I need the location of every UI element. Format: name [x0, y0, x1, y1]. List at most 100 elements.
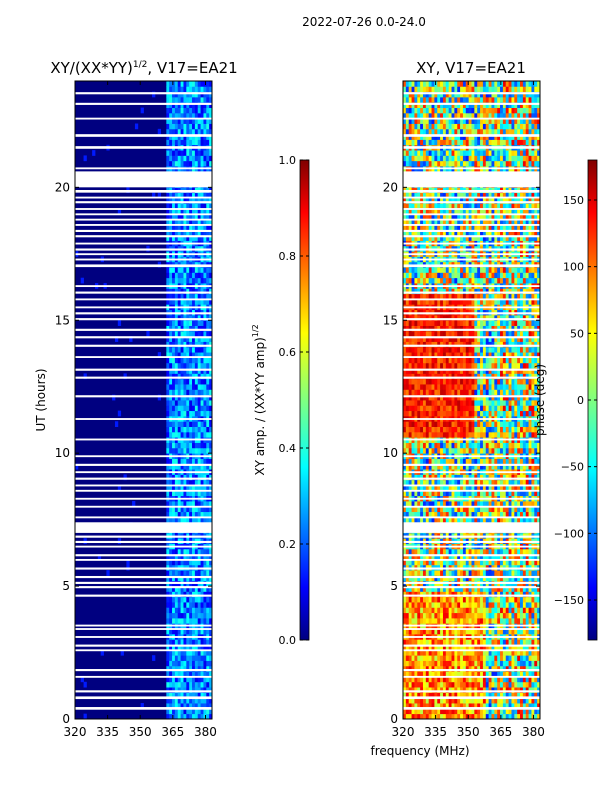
phase-heatmap-cell: [534, 506, 538, 513]
amp-heatmap-cell: [183, 293, 187, 300]
phase-heatmap-cell: [528, 692, 532, 699]
phase-heatmap-cell: [468, 506, 472, 513]
amp-heatmap-cell: [206, 617, 210, 624]
phase-heatmap-cell: [468, 692, 472, 699]
amp-heatmap-cell: [174, 426, 179, 433]
amp-heatmap-cell: [209, 479, 212, 486]
amp-heatmap-cell: [192, 617, 196, 624]
amp-heatmap-cell: [203, 224, 207, 231]
phase-heatmap-cell: [434, 400, 438, 406]
phase-heatmap-cell: [405, 511, 410, 518]
phase-heatmap-cell: [414, 676, 418, 683]
phase-heatmap-cell: [454, 591, 458, 598]
phase-heatmap-cell: [525, 447, 529, 454]
amp-heatmap-cell: [192, 267, 196, 273]
phase-heatmap-cell: [437, 400, 441, 406]
amp-heatmap-cell: [189, 607, 193, 614]
amp-heatmap-cell: [206, 134, 210, 140]
phase-heatmap-cell: [428, 506, 432, 513]
amp-heatmap-cell: [177, 394, 181, 401]
phase-heatmap-cell: [451, 554, 455, 560]
phase-heatmap-cell: [465, 602, 470, 608]
phase-heatmap-cell: [482, 410, 487, 417]
phase-heatmap-cell: [514, 596, 518, 603]
phase-heatmap-cell: [448, 490, 452, 497]
phase-heatmap-cell: [508, 570, 512, 576]
amp-heatmap-cell: [197, 586, 201, 592]
phase-heatmap-cell: [482, 607, 487, 614]
amp-heatmap-cell: [166, 405, 170, 412]
amp-heatmap-cell: [177, 575, 181, 582]
phase-heatmap-cell: [448, 570, 452, 576]
phase-heatmap-cell: [431, 426, 435, 433]
amp-heatmap-cell: [174, 81, 179, 87]
phase-heatmap-cell: [522, 554, 527, 560]
amp-heatmap-cell: [200, 330, 204, 337]
phase-heatmap-cell: [508, 501, 512, 507]
phase-heatmap-cell: [534, 554, 538, 560]
phase-heatmap-cell: [403, 692, 407, 699]
phase-heatmap-cell: [494, 485, 498, 491]
amp-heatmap-cell: [169, 208, 173, 215]
amp-heatmap-cell: [166, 612, 170, 619]
phase-heatmap-cell: [431, 612, 435, 619]
amp-heatmap-cell: [194, 649, 199, 656]
amp-heatmap-cell: [166, 474, 170, 481]
amp-heatmap-cell: [189, 272, 193, 279]
phase-heatmap-cell: [531, 516, 535, 523]
amp-heatmap-cell: [200, 410, 204, 417]
phase-heatmap-cell: [497, 692, 501, 699]
amp-title-tail: , V17=EA21: [147, 59, 237, 77]
phase-heatmap-cell: [497, 602, 501, 608]
phase-heatmap-cell: [477, 575, 481, 582]
amp-heatmap-cell: [186, 687, 190, 693]
amp-heatmap-cell: [194, 405, 199, 412]
phase-heatmap-cell: [537, 548, 540, 555]
phase-heatmap-cell: [505, 708, 509, 715]
phase-heatmap-cell: [403, 474, 407, 481]
amp-heatmap-cell: [177, 516, 181, 523]
phase-heatmap-cell: [451, 671, 455, 677]
amp-heatmap-cell: [183, 272, 187, 279]
phase-heatmap-cell: [451, 660, 455, 667]
amp-heatmap-cell: [172, 112, 176, 119]
amp-heatmap-cell: [209, 288, 212, 295]
phase-heatmap-cell: [505, 474, 509, 481]
phase-heatmap-cell: [434, 617, 438, 624]
amp-heatmap-cell: [200, 314, 204, 321]
phase-heatmap-cell: [491, 713, 495, 719]
phase-heatmap-cell: [531, 458, 535, 465]
phase-heatmap-cell: [422, 485, 427, 491]
amp-heatmap-cell: [197, 267, 201, 273]
amp-heatmap-cell: [180, 128, 184, 135]
phase-heatmap-cell: [537, 596, 540, 603]
phase-heatmap-cell: [488, 575, 492, 582]
amp-heatmap-cell: [194, 516, 199, 523]
phase-heatmap-cell: [422, 575, 427, 582]
amp-heatmap-cell: [189, 123, 193, 130]
amp-heatmap-cell: [169, 639, 173, 645]
phase-heatmap-cell: [491, 463, 495, 470]
amp-gap-band: [75, 134, 212, 137]
phase-heatmap-cell: [471, 458, 475, 465]
phase-heatmap-cell: [422, 570, 427, 576]
phase-heatmap-cell: [408, 697, 412, 704]
phase-heatmap-cell: [403, 426, 407, 433]
phase-heatmap-cell: [514, 591, 518, 598]
amp-heatmap-cell: [209, 431, 212, 438]
phase-heatmap-cell: [442, 516, 447, 523]
amp-heatmap-cell: [174, 548, 179, 555]
amp-x-tick-label: 365: [161, 725, 184, 739]
phase-heatmap-cell: [468, 612, 472, 619]
amp-heatmap-cell: [186, 224, 190, 231]
amp-heatmap-cell: [206, 421, 210, 427]
phase-heatmap-cell: [428, 655, 432, 661]
amp-heatmap-cell: [200, 373, 204, 380]
phase-heatmap-cell: [528, 501, 532, 507]
amp-heatmap-cell: [186, 81, 190, 87]
phase-heatmap-cell: [460, 687, 464, 693]
amp-heatmap-cell: [203, 293, 207, 300]
phase-heatmap-cell: [508, 463, 512, 470]
amp-heatmap-cell: [186, 554, 190, 560]
amp-heatmap-cell: [192, 612, 196, 619]
